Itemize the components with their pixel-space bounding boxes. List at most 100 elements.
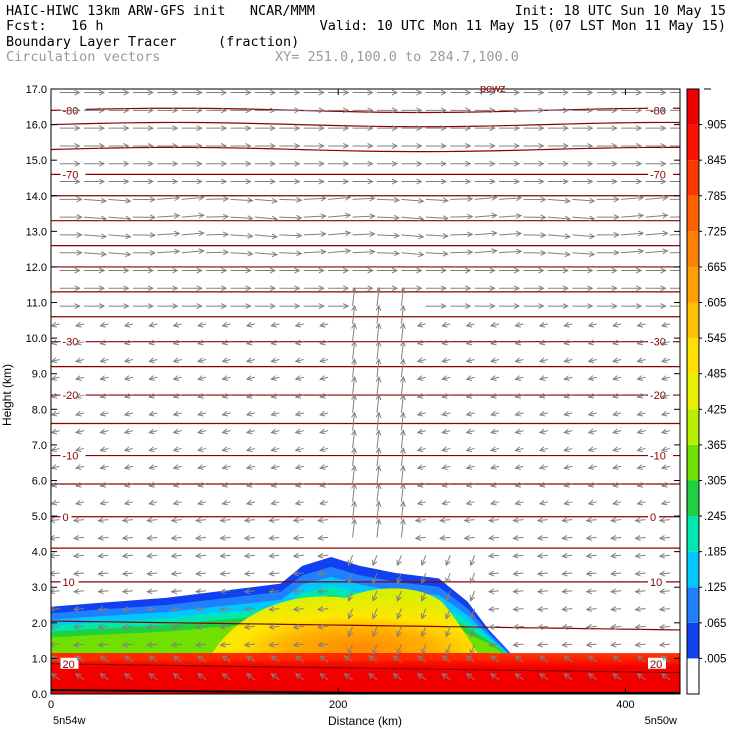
circulation-vector [611,537,622,538]
circulation-vector [74,555,85,556]
circulation-vector [369,656,378,663]
circulation-vector [353,377,355,396]
circulation-vector [467,324,475,326]
circulation-vector [587,555,597,556]
circulation-vector [318,591,329,592]
circulation-vector [467,359,475,361]
circulation-vector [172,537,182,538]
circulation-vector [587,520,597,521]
circulation-vector [245,609,255,610]
circulation-vector [100,431,109,433]
circulation-vector [223,431,231,433]
circulation-vector [638,431,646,433]
colorbar-label: .005 [704,653,726,665]
circulation-vector [662,395,671,397]
circulation-vector [125,656,134,663]
circulation-vector [353,306,355,324]
circulation-vector [373,555,377,565]
colorbar-swatch [687,89,699,125]
circulation-vector [540,448,549,450]
contour-label: 20 [62,659,74,671]
circulation-vector [621,198,643,200]
colorbar-label: .125 [704,582,726,594]
circulation-vector [636,644,646,645]
circulation-vector [100,674,109,681]
circulation-vector [540,359,549,361]
circulation-vector [467,377,475,379]
circulation-vector [352,252,375,253]
y-tick-label: 10.0 [26,333,47,345]
circulation-vector [564,342,573,344]
circulation-vector [465,537,475,538]
colorbar-swatch [687,373,699,410]
circulation-vector [174,466,182,468]
contour-label: 10 [62,577,74,589]
circulation-vector [349,572,353,583]
circulation-vector [76,377,85,379]
circulation-vector [499,233,521,235]
circulation-vector [467,674,475,681]
circulation-vector [100,502,109,504]
colorbar: .005 .065 .125 .185 .245 .305 .365 .425 .485 .545… [686,88,726,695]
contour-label: -10 [62,451,78,463]
circulation-vector [611,573,622,574]
circulation-vector [98,520,109,521]
circulation-vector [572,199,594,201]
circulation-vector [377,359,379,378]
circulation-vector [123,591,133,592]
circulation-vector [296,377,304,379]
circulation-vector [538,555,548,556]
colorbar-label: .305 [704,475,726,487]
circulation-vector [149,466,158,468]
circulation-vector [515,502,524,504]
circulation-vector [196,591,207,592]
circulation-vector [318,537,329,538]
circulation-vectors [51,93,680,681]
circulation-vector [198,359,207,361]
circulation-vector [269,591,280,592]
circulation-vector [172,573,182,574]
circulation-vector [613,656,622,663]
contour-label: -70 [650,169,666,181]
circulation-vector [645,251,668,253]
circulation-vector [442,431,451,433]
circulation-vector [425,199,448,200]
circulation-vector [74,520,85,521]
circulation-vector [540,502,549,504]
circulation-vector [587,609,597,610]
circulation-vector [377,341,379,360]
circulation-vector [660,520,670,521]
circulation-vector [76,413,85,415]
circulation-vector [418,395,426,397]
colorbar-swatch [687,587,699,623]
circulation-vector [489,609,500,610]
circulation-vector [349,555,353,565]
colorbar-swatch [687,124,699,161]
circulation-vector [587,591,597,592]
circulation-vector [320,359,329,361]
circulation-vector [373,643,377,654]
circulation-vector [269,626,280,627]
circulation-vector [373,590,377,601]
circulation-vector [513,609,524,610]
contour-label-bg [648,168,673,180]
circulation-vector [515,656,524,663]
colorbar-label: .725 [704,226,726,238]
circulation-vector [589,484,597,486]
circulation-vector [471,555,475,565]
y-tick-label: 5.0 [32,511,47,523]
circulation-vector [401,377,403,396]
x-axis: 0 200 400 [48,89,635,711]
circulation-vector [589,502,597,504]
circulation-vector [547,199,570,201]
circulation-vector [450,252,472,253]
temperature-contour-line [51,620,680,631]
colorbar-swatch [687,551,699,588]
circulation-vector [349,626,353,636]
circulation-vector [513,644,524,645]
circulation-vector [401,324,403,342]
circulation-vector [349,643,353,654]
circulation-vector [221,537,231,538]
circulation-vector [589,395,597,397]
circulation-vector [223,466,231,468]
